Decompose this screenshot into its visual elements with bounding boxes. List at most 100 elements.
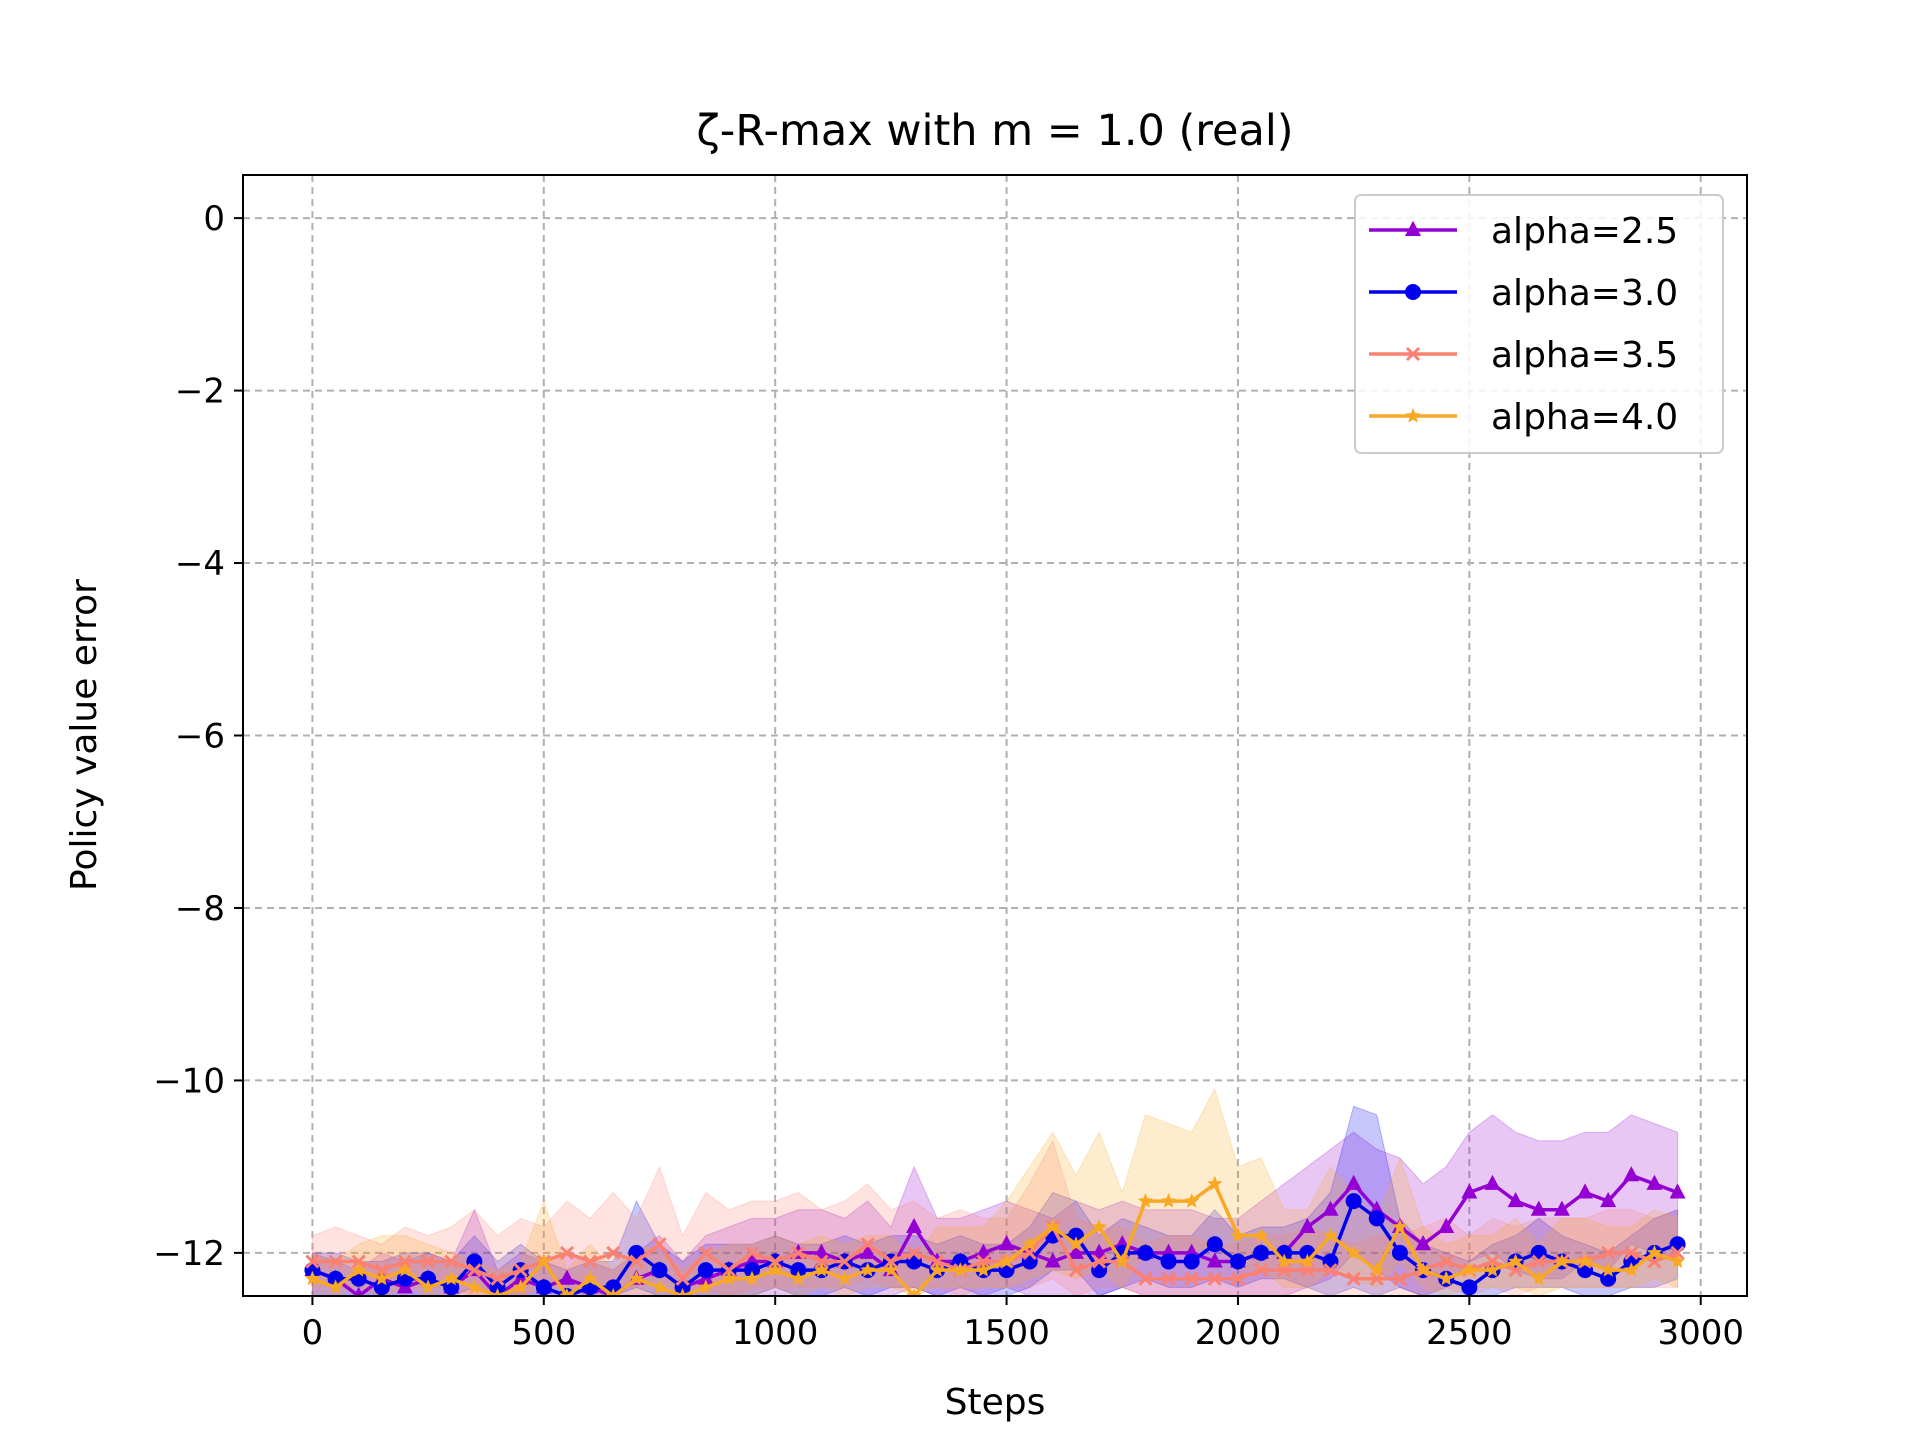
data-point bbox=[1345, 1174, 1362, 1190]
data-point bbox=[1485, 1254, 1500, 1269]
data-point bbox=[1646, 1174, 1663, 1190]
data-point bbox=[1160, 1253, 1177, 1270]
data-point bbox=[1160, 1193, 1177, 1208]
x-tick-label: 500 bbox=[511, 1313, 576, 1353]
x-tick-label: 0 bbox=[302, 1313, 324, 1353]
data-point bbox=[559, 1288, 575, 1296]
data-point bbox=[1530, 1244, 1547, 1261]
y-tick-label: −8 bbox=[175, 889, 225, 929]
legend-box bbox=[1354, 194, 1724, 454]
data-point bbox=[467, 1263, 482, 1278]
data-point bbox=[421, 1254, 436, 1269]
data-point bbox=[1392, 1271, 1407, 1286]
data-point bbox=[1345, 1193, 1362, 1210]
data-point bbox=[1670, 1253, 1686, 1268]
data-point bbox=[1137, 1193, 1153, 1208]
x-tick-label: 2500 bbox=[1426, 1313, 1513, 1353]
data-point bbox=[1322, 1253, 1339, 1270]
data-point bbox=[1206, 1252, 1223, 1268]
data-point bbox=[814, 1254, 829, 1269]
data-point bbox=[1438, 1217, 1455, 1234]
data-point bbox=[1346, 1271, 1361, 1286]
data-point bbox=[1299, 1217, 1316, 1234]
data-point bbox=[513, 1263, 528, 1278]
data-point bbox=[397, 1254, 413, 1269]
data-point bbox=[1161, 1271, 1176, 1286]
data-point bbox=[1507, 1191, 1524, 1208]
data-point bbox=[1230, 1227, 1246, 1243]
data-point bbox=[883, 1262, 899, 1277]
data-point bbox=[1068, 1263, 1084, 1278]
data-point bbox=[1415, 1262, 1431, 1277]
data-point bbox=[420, 1279, 436, 1294]
data-point bbox=[1229, 1253, 1246, 1270]
data-point bbox=[744, 1262, 761, 1279]
data-point bbox=[1531, 1254, 1546, 1269]
data-point bbox=[675, 1288, 691, 1296]
data-point bbox=[1299, 1253, 1315, 1268]
data-point bbox=[1600, 1191, 1617, 1208]
legend-item: alpha=3.0 bbox=[1369, 273, 1678, 314]
y-tick-label: 0 bbox=[203, 199, 225, 239]
data-point bbox=[1415, 1235, 1432, 1251]
legend-marker bbox=[1405, 408, 1421, 423]
data-point bbox=[906, 1288, 922, 1296]
data-point bbox=[1669, 1183, 1686, 1199]
data-point bbox=[1323, 1263, 1338, 1278]
data-point bbox=[860, 1237, 875, 1252]
data-point bbox=[1438, 1270, 1454, 1286]
data-point bbox=[1207, 1271, 1222, 1286]
y-tick-label: −2 bbox=[175, 372, 225, 412]
data-point bbox=[628, 1270, 644, 1286]
data-point bbox=[1392, 1219, 1408, 1234]
data-point bbox=[1391, 1244, 1408, 1261]
data-point bbox=[1068, 1236, 1084, 1251]
data-point bbox=[1484, 1262, 1501, 1277]
data-point bbox=[1670, 1245, 1685, 1260]
data-point bbox=[444, 1254, 459, 1269]
data-point bbox=[353, 1286, 364, 1296]
data-point bbox=[791, 1245, 806, 1260]
data-point bbox=[328, 1254, 343, 1269]
data-point bbox=[374, 1270, 390, 1286]
data-point bbox=[374, 1263, 389, 1278]
legend-label: alpha=3.0 bbox=[1491, 273, 1678, 314]
legend-item: alpha=3.5 bbox=[1369, 335, 1678, 376]
y-axis-label: Policy value error bbox=[64, 579, 105, 891]
data-point bbox=[1646, 1244, 1663, 1260]
data-point bbox=[976, 1254, 991, 1269]
y-axis-ticks: 0 −2 −4 −6 −8 −10 −12 bbox=[153, 199, 243, 1274]
data-point bbox=[1276, 1253, 1292, 1268]
data-point bbox=[443, 1270, 459, 1286]
data-point bbox=[929, 1262, 945, 1277]
data-point bbox=[883, 1254, 898, 1269]
data-point bbox=[490, 1271, 505, 1286]
data-point bbox=[930, 1254, 945, 1269]
legend-label: alpha=3.5 bbox=[1491, 335, 1678, 376]
data-point bbox=[721, 1263, 736, 1278]
data-point bbox=[305, 1254, 320, 1269]
data-point bbox=[1207, 1175, 1223, 1191]
data-point bbox=[813, 1243, 830, 1259]
data-point bbox=[698, 1245, 713, 1260]
data-point bbox=[1092, 1254, 1107, 1269]
data-point bbox=[1600, 1262, 1616, 1277]
data-point bbox=[1254, 1263, 1269, 1278]
data-point bbox=[859, 1243, 876, 1259]
data-point bbox=[1114, 1253, 1130, 1268]
data-point bbox=[489, 1288, 506, 1296]
data-point bbox=[351, 1254, 366, 1269]
data-point bbox=[1253, 1227, 1269, 1243]
data-point bbox=[1623, 1262, 1639, 1277]
data-point bbox=[1044, 1252, 1061, 1268]
data-point bbox=[1601, 1245, 1616, 1260]
data-point bbox=[1206, 1236, 1223, 1253]
x-axis-label: Steps bbox=[945, 1382, 1046, 1423]
data-point bbox=[1067, 1243, 1084, 1259]
data-point bbox=[744, 1270, 760, 1286]
series-lines bbox=[304, 1166, 1686, 1296]
data-point bbox=[999, 1253, 1015, 1268]
data-point bbox=[397, 1262, 413, 1277]
